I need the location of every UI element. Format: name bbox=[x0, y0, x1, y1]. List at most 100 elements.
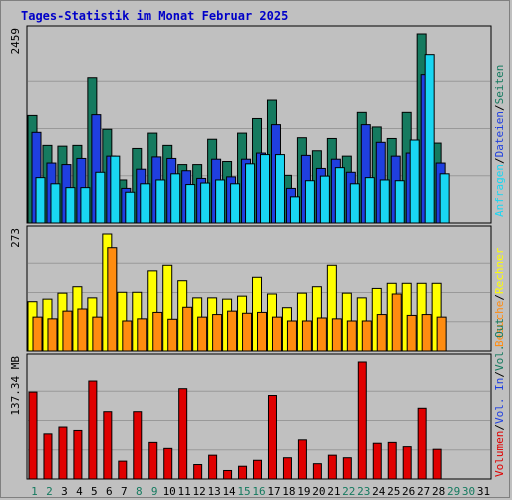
bar-volumen-day-8 bbox=[133, 411, 143, 480]
bar-rechner-day-14 bbox=[227, 310, 238, 352]
bar-rechner-day-15 bbox=[242, 312, 253, 352]
bar-rechner-day-3 bbox=[62, 310, 73, 352]
bar-volumen-day-2 bbox=[43, 433, 53, 480]
bar-volumen-day-1 bbox=[28, 391, 38, 480]
x-tick-label: 3 bbox=[61, 485, 68, 498]
x-tick-label: 22 bbox=[342, 485, 355, 498]
bar-volumen-day-4 bbox=[73, 429, 83, 480]
legend-entry: Rechner bbox=[493, 247, 506, 294]
bar-rechner-day-6 bbox=[107, 247, 118, 352]
x-tick-label: 13 bbox=[207, 485, 220, 498]
bar-seiten-day-10 bbox=[170, 173, 181, 224]
bar-seiten-day-23 bbox=[364, 177, 375, 224]
legend-entry: Besuche bbox=[493, 301, 506, 347]
bar-volumen-day-9 bbox=[148, 441, 158, 480]
bar-rechner-day-19 bbox=[301, 320, 312, 352]
bar-volumen-day-3 bbox=[58, 426, 68, 480]
x-tick-label: 9 bbox=[151, 485, 158, 498]
x-tick-label: 19 bbox=[297, 485, 310, 498]
bar-seiten-day-7 bbox=[125, 191, 136, 224]
y-max-label-3: 137.34 MB bbox=[9, 356, 22, 416]
bar-volumen-day-17 bbox=[267, 395, 277, 480]
x-tick-label: 15 bbox=[237, 485, 250, 498]
bar-volumen-day-14 bbox=[223, 469, 233, 480]
bar-seiten-day-25 bbox=[394, 180, 405, 224]
x-tick-label: 30 bbox=[462, 485, 475, 498]
bar-seiten-day-21 bbox=[334, 167, 345, 224]
bar-rechner-day-1 bbox=[32, 316, 43, 352]
bar-rechner-day-20 bbox=[316, 317, 327, 352]
x-tick-label: 1 bbox=[31, 485, 38, 498]
x-tick-label: 25 bbox=[387, 485, 400, 498]
bar-seiten-day-27 bbox=[424, 54, 435, 224]
bar-volumen-day-5 bbox=[88, 380, 98, 480]
bar-seiten-day-19 bbox=[304, 180, 315, 224]
x-tick-label: 16 bbox=[252, 485, 265, 498]
x-tick-label: 23 bbox=[357, 485, 370, 498]
bar-seiten-day-18 bbox=[289, 196, 300, 224]
x-tick-label: 7 bbox=[121, 485, 128, 498]
bar-volumen-day-22 bbox=[342, 457, 352, 480]
bar-rechner-day-2 bbox=[47, 318, 58, 352]
bar-volumen-day-20 bbox=[312, 463, 322, 480]
x-tick-label: 11 bbox=[178, 485, 191, 498]
bar-seiten-day-3 bbox=[65, 187, 76, 224]
x-tick-label: 5 bbox=[91, 485, 98, 498]
bar-volumen-day-16 bbox=[253, 459, 263, 480]
legend-entry: Dateien bbox=[493, 111, 506, 157]
y-max-label-1: 2459 bbox=[9, 28, 22, 55]
x-tick-label: 10 bbox=[163, 485, 176, 498]
bar-rechner-day-10 bbox=[167, 318, 178, 352]
bar-rechner-day-28 bbox=[436, 316, 447, 352]
x-tick-label: 6 bbox=[106, 485, 113, 498]
legend-entry: Seiten bbox=[493, 65, 506, 105]
x-tick-label: 20 bbox=[312, 485, 325, 498]
x-tick-label: 2 bbox=[46, 485, 53, 498]
bar-seiten-day-9 bbox=[155, 179, 166, 224]
bar-rechner-day-21 bbox=[331, 318, 342, 352]
x-tick-label: 17 bbox=[267, 485, 280, 498]
x-tick-label: 18 bbox=[282, 485, 295, 498]
bar-seiten-day-16 bbox=[260, 154, 271, 224]
x-tick-label: 29 bbox=[447, 485, 460, 498]
bar-rechner-day-8 bbox=[137, 318, 148, 352]
legend-entry: Volumen bbox=[493, 431, 506, 477]
bar-seiten-day-12 bbox=[200, 182, 211, 224]
bar-seiten-day-14 bbox=[230, 183, 241, 224]
bar-seiten-day-8 bbox=[140, 183, 151, 224]
bar-volumen-day-6 bbox=[103, 411, 113, 480]
bar-volumen-day-12 bbox=[193, 464, 203, 480]
x-tick-label: 14 bbox=[222, 485, 236, 498]
bar-seiten-day-1 bbox=[35, 177, 46, 224]
bar-rechner-day-9 bbox=[152, 311, 163, 352]
bar-seiten-day-20 bbox=[319, 175, 330, 224]
legend-top: Anfragen/Dateien/Seiten bbox=[493, 65, 506, 217]
bar-seiten-day-26 bbox=[409, 139, 420, 224]
bar-volumen-day-21 bbox=[327, 454, 337, 480]
bar-rechner-day-24 bbox=[376, 314, 387, 352]
legend-bottom: Volumen/Vol. In/Vol. Out bbox=[493, 318, 506, 477]
bar-volumen-day-11 bbox=[178, 388, 188, 480]
x-tick-label: 8 bbox=[136, 485, 143, 498]
x-tick-label: 12 bbox=[193, 485, 206, 498]
bar-volumen-day-24 bbox=[372, 442, 382, 480]
legend-entry: Vol. In bbox=[493, 378, 506, 424]
x-tick-label: 26 bbox=[402, 485, 415, 498]
bar-volumen-day-23 bbox=[357, 361, 367, 480]
legend-entry: Anfragen bbox=[493, 164, 506, 217]
bar-rechner-day-5 bbox=[92, 316, 103, 352]
bar-rechner-day-7 bbox=[122, 320, 133, 352]
bar-rechner-day-4 bbox=[77, 308, 88, 352]
bar-seiten-day-24 bbox=[379, 179, 390, 224]
x-tick-label: 27 bbox=[417, 485, 430, 498]
bar-rechner-day-16 bbox=[257, 311, 268, 352]
bar-volumen-day-25 bbox=[387, 441, 397, 480]
bar-volumen-day-28 bbox=[432, 448, 442, 480]
x-tick-label: 31 bbox=[477, 485, 490, 498]
bar-seiten-day-15 bbox=[245, 163, 256, 224]
bar-volumen-day-27 bbox=[417, 407, 427, 480]
bar-seiten-day-11 bbox=[185, 184, 196, 224]
bar-rechner-day-23 bbox=[361, 320, 372, 352]
